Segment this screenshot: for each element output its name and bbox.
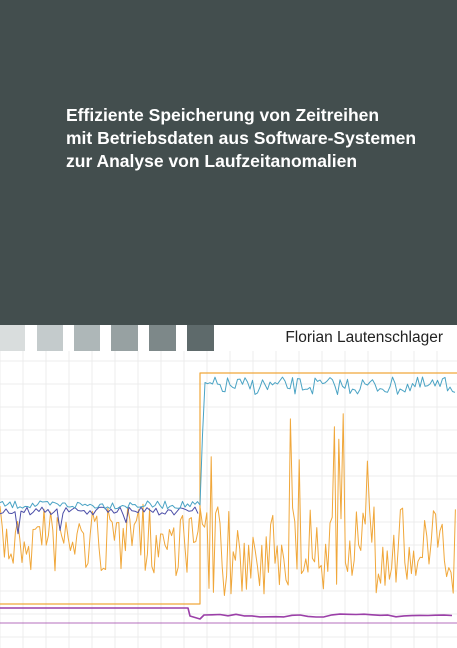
swatch-5	[149, 325, 176, 351]
swatch-3	[74, 325, 100, 351]
swatch-1	[0, 325, 25, 351]
cover-background	[0, 0, 457, 325]
plot-lines	[0, 372, 457, 624]
title-line-3: zur Analyse von Laufzeitanomalien	[66, 151, 358, 171]
orange-step-line	[0, 372, 457, 605]
swatch-4	[111, 325, 138, 351]
teal-series-line	[0, 376, 456, 510]
purple-series-line	[0, 607, 453, 620]
title-line-1: Effiziente Speicherung von Zeitreihen	[66, 105, 380, 125]
navy-series-line	[0, 506, 199, 535]
title-line-2: mit Betriebsdaten aus Software-Systemen	[66, 128, 417, 148]
swatch-2	[37, 325, 63, 351]
orange-series-line	[0, 413, 456, 596]
swatch-6	[187, 325, 214, 351]
author-name: Florian Lautenschlager	[216, 325, 457, 351]
timeseries-svg	[0, 351, 457, 648]
decorative-timeseries-graphic	[0, 351, 457, 648]
book-title: Effiziente Speicherung von Zeitreihen mi…	[66, 104, 446, 173]
